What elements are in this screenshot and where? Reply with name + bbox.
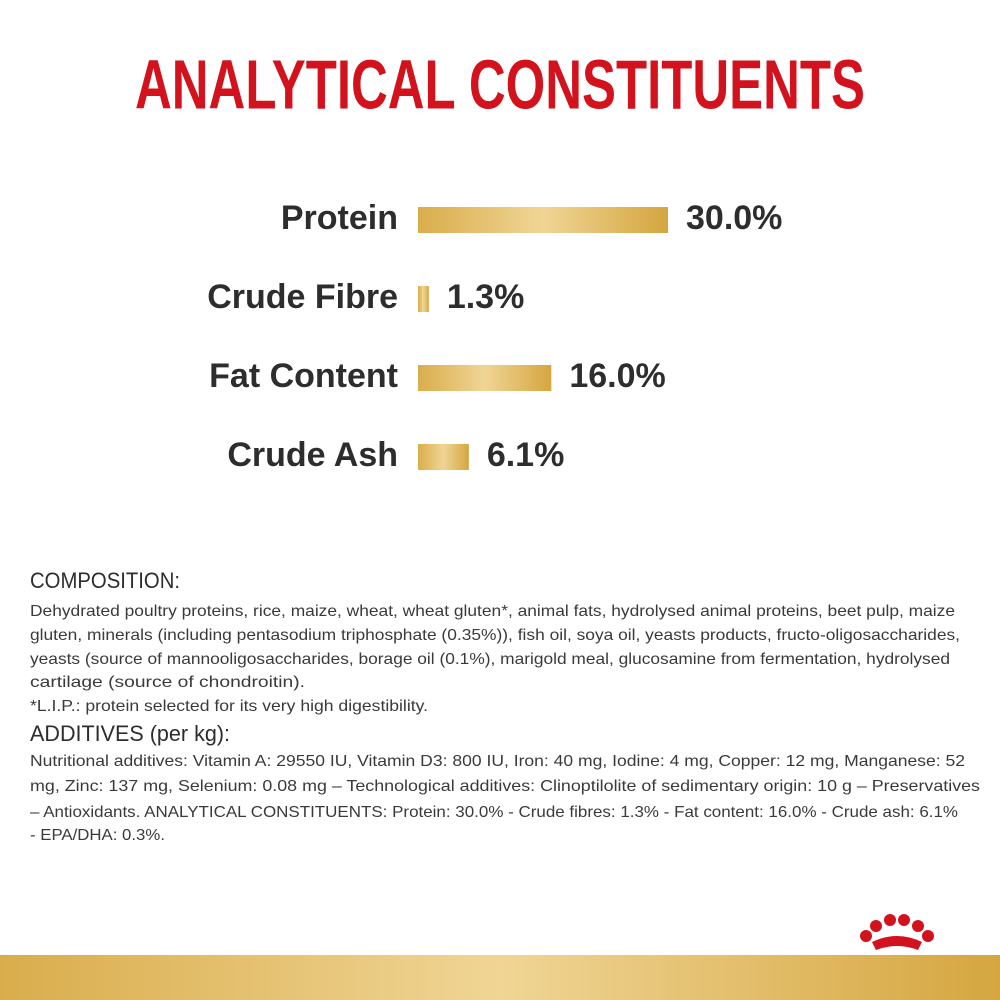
- bar: [418, 444, 469, 470]
- category-label: Protein: [281, 199, 398, 237]
- body-line: - EPA/DHA: 0.3%.: [30, 827, 165, 844]
- value-label: 1.3%: [447, 278, 525, 316]
- bar: [418, 365, 552, 391]
- bar: [418, 286, 429, 312]
- chart-title: ANALYTICAL CONSTITUENTS: [135, 45, 865, 123]
- body-line: Nutritional additives: Vitamin A: 29550 …: [30, 753, 965, 770]
- category-label: Fat Content: [209, 357, 398, 395]
- body-line: – Antioxidants. ANALYTICAL CONSTITUENTS:…: [30, 804, 958, 821]
- body-line: yeasts (source of mannooligosaccharides,…: [30, 651, 950, 668]
- body-line: gluten, minerals (including pentasodium …: [30, 627, 960, 644]
- body-line: Dehydrated poultry proteins, rice, maize…: [30, 603, 955, 620]
- composition-heading: COMPOSITION:: [30, 568, 180, 593]
- body-line: mg, Zinc: 137 mg, Selenium: 0.08 mg – Te…: [30, 778, 980, 795]
- footer-band: [0, 955, 1000, 1000]
- logo: [860, 914, 934, 950]
- body-line: cartilage (source of chondroitin).: [30, 674, 305, 691]
- additives-heading: ADDITIVES (per kg):: [30, 721, 230, 746]
- value-label: 16.0%: [569, 357, 665, 395]
- bar: [418, 207, 668, 233]
- category-label: Crude Ash: [227, 436, 398, 474]
- value-label: 6.1%: [487, 436, 565, 474]
- category-label: Crude Fibre: [207, 278, 398, 316]
- value-label: 30.0%: [686, 199, 782, 237]
- body-line: *L.I.P.: protein selected for its very h…: [30, 698, 428, 715]
